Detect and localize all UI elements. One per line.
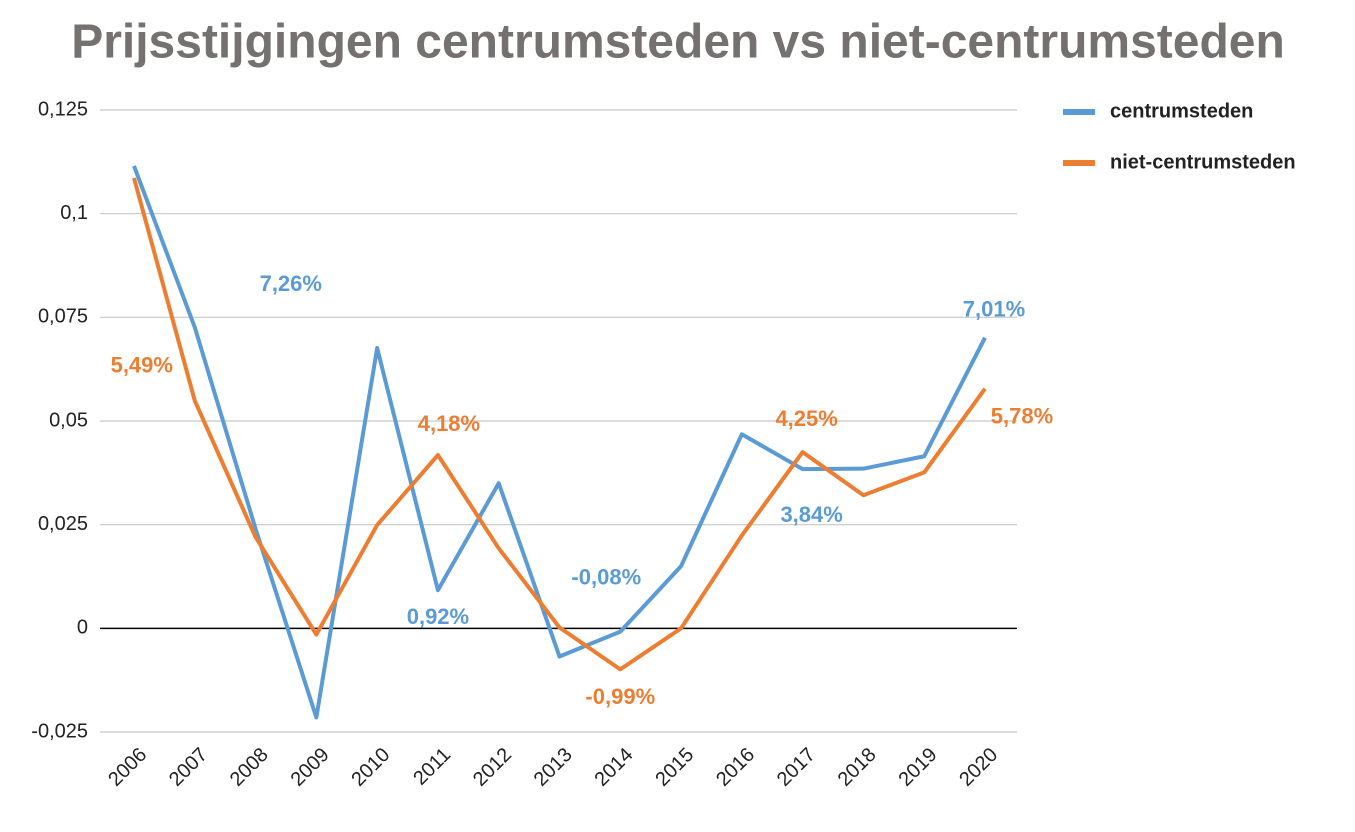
data-label: 0,92% (407, 604, 469, 629)
x-tick-label: 2011 (409, 744, 455, 790)
y-tick-label: 0 (77, 617, 88, 639)
x-tick-label: 2016 (712, 744, 759, 791)
series-line (132, 165, 987, 720)
y-tick-label: -0,025 (31, 720, 88, 742)
data-label: 3,84% (780, 502, 842, 527)
y-tick-label: 0,125 (38, 98, 88, 120)
y-tick-label: 0,1 (60, 202, 88, 224)
x-tick-label: 2012 (469, 744, 516, 791)
data-label: 4,18% (418, 411, 480, 436)
legend-label: centrumsteden (1110, 100, 1253, 122)
y-tick-label: 0,05 (49, 409, 88, 431)
x-tick-label: 2020 (955, 744, 1002, 791)
x-tick-label: 2009 (287, 744, 334, 791)
x-tick-label: 2006 (104, 744, 151, 791)
chart-title: Prijsstijgingen centrumsteden vs niet-ce… (71, 16, 1285, 69)
data-label: 4,25% (775, 406, 837, 431)
x-tick-label: 2014 (591, 744, 638, 791)
data-label: 5,78% (991, 403, 1053, 428)
x-tick-label: 2018 (834, 744, 881, 791)
series-line (132, 177, 987, 672)
legend-label: niet-centrumsteden (1110, 151, 1296, 173)
y-tick-label: 0,075 (38, 306, 88, 328)
y-tick-label: 0,025 (38, 513, 88, 535)
x-tick-label: 2013 (530, 744, 577, 791)
data-label: 5,49% (111, 352, 173, 377)
x-tick-label: 2008 (226, 744, 273, 791)
x-tick-label: 2019 (894, 744, 941, 791)
x-tick-label: 2007 (165, 744, 212, 791)
data-label: 7,26% (260, 271, 322, 296)
x-tick-label: 2015 (651, 744, 698, 791)
x-tick-label: 2017 (773, 744, 820, 791)
data-label: -0,08% (571, 564, 641, 589)
data-label: 7,01% (963, 296, 1025, 321)
data-label: -0,99% (585, 684, 655, 709)
x-tick-label: 2010 (347, 744, 394, 791)
